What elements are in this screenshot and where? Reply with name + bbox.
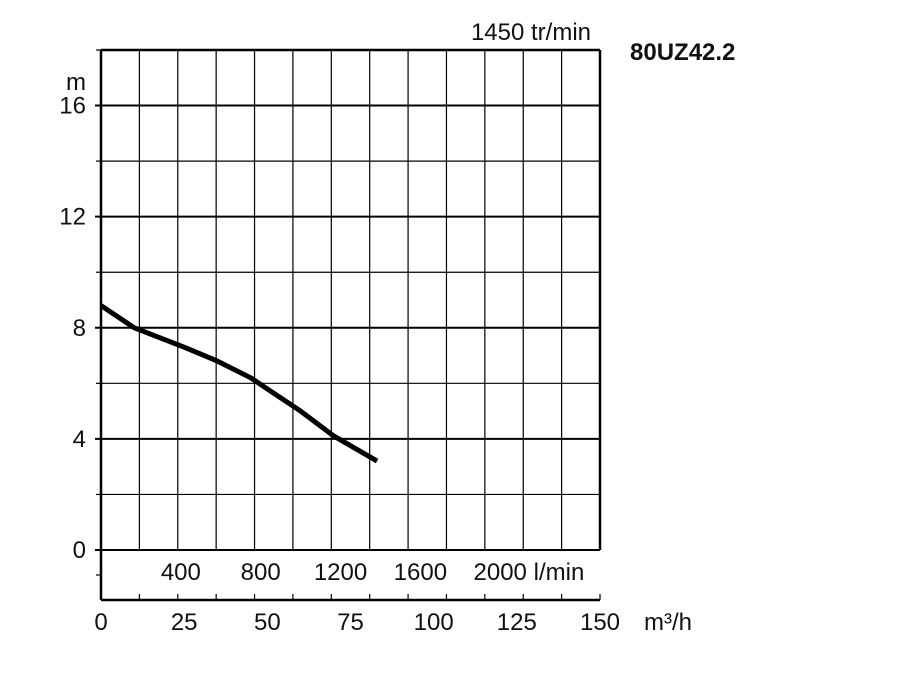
x-axis-lmin-unit: l/min [534, 559, 585, 586]
y-tick-label: 16 [59, 93, 86, 120]
x-tick-label-m3h: 75 [337, 609, 364, 636]
chart-title: 1450 tr/min [471, 19, 591, 46]
x-tick-label-lmin: 800 [241, 559, 281, 586]
y-tick-label: 4 [73, 426, 86, 453]
x-axis-m3h-unit: m³/h [644, 609, 692, 636]
y-axis-ticks: 0 4 8 12 16 [59, 93, 86, 564]
chart-grid [95, 50, 600, 551]
x-tick-label-lmin: 1600 [394, 559, 447, 586]
x-tick-label-m3h: 0 [94, 609, 107, 636]
y-axis-label: m [66, 69, 86, 96]
x-axis-lmin-ticks: 400 800 1200 1600 2000 [161, 559, 527, 586]
x-tick-label-lmin: 1200 [314, 559, 367, 586]
x-tick-label-m3h: 50 [254, 609, 281, 636]
x-tick-label-lmin: 400 [161, 559, 201, 586]
y-tick-label: 12 [59, 204, 86, 231]
x-axis-m3h-ticks: 0 25 50 75 100 125 150 [94, 609, 620, 636]
x-tick-label-m3h: 100 [414, 609, 454, 636]
x-tick-label-lmin: 2000 [474, 559, 527, 586]
y-tick-label: 0 [73, 537, 86, 564]
x-tick-label-m3h: 25 [171, 609, 198, 636]
chart-frame [96, 48, 602, 602]
x-tick-label-m3h: 150 [580, 609, 620, 636]
head-flow-curve [99, 303, 379, 464]
y-tick-label: 8 [73, 315, 86, 342]
pump-model-label: 80UZ42.2 [630, 39, 735, 66]
x-tick-label-m3h: 125 [497, 609, 537, 636]
